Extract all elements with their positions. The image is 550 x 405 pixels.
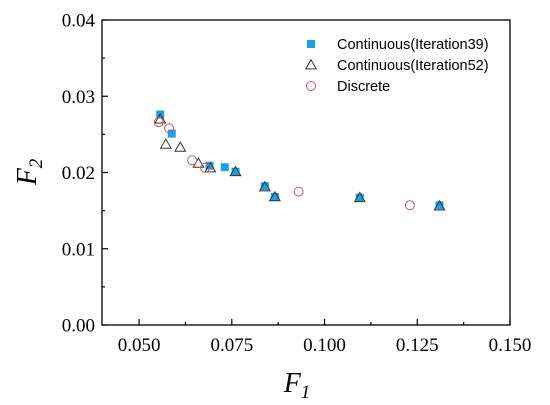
data-point — [231, 167, 240, 176]
data-point — [355, 193, 364, 202]
x-tick-label: 0.075 — [210, 335, 253, 356]
data-point — [270, 192, 279, 201]
data-point — [435, 201, 444, 210]
legend-marker — [307, 40, 315, 48]
tick-labels: 0.050 0.075 0.100 0.125 0.150 0.00 0.01 0.02 0.0… — [62, 11, 532, 357]
y-tick-label: 0.04 — [62, 11, 96, 32]
series-3 — [153, 117, 415, 211]
data-point — [174, 141, 187, 152]
x-tick-label: 0.125 — [396, 335, 439, 356]
data-point — [153, 117, 164, 128]
x-tick-label: 0.100 — [303, 335, 346, 356]
data-point — [220, 163, 229, 172]
data-point — [229, 165, 242, 177]
data-point — [154, 112, 167, 124]
data-points — [153, 110, 446, 211]
data-point — [258, 180, 271, 192]
legend-item: Continuous(Iteration52) — [304, 58, 489, 74]
data-point — [204, 161, 217, 173]
data-point — [187, 155, 198, 166]
axis-ticks — [102, 19, 511, 326]
data-point — [192, 157, 205, 168]
data-point — [353, 191, 366, 203]
legend-marker — [306, 81, 316, 91]
x-axis-label: F1 — [283, 368, 311, 403]
y-axis-label: F2 — [12, 158, 47, 186]
data-point — [268, 190, 281, 202]
data-point — [159, 138, 172, 149]
legend: Continuous(Iteration39) Continuous(Iterat… — [304, 37, 489, 95]
legend-label: Continuous(Iteration52) — [337, 58, 489, 74]
y-tick-label: 0.03 — [62, 87, 95, 108]
y-axis-label-group: F2 — [12, 158, 47, 186]
data-point — [164, 123, 175, 134]
data-point — [433, 199, 446, 211]
data-point — [167, 129, 176, 138]
data-point — [293, 186, 304, 197]
legend-item: Discrete — [306, 79, 390, 95]
y-tick-label: 0.02 — [62, 163, 95, 184]
series-2 — [154, 112, 446, 211]
data-point — [260, 182, 269, 191]
data-point — [200, 162, 211, 173]
data-point — [205, 161, 214, 170]
y-tick-label: 0.00 — [62, 316, 95, 337]
legend-label: Discrete — [337, 79, 390, 95]
y-tick-label: 0.01 — [62, 239, 95, 260]
legend-marker — [304, 58, 318, 70]
legend-label: Continuous(Iteration39) — [337, 37, 489, 53]
x-tick-label: 0.050 — [118, 335, 161, 356]
legend-item: Continuous(Iteration39) — [307, 37, 489, 53]
data-point — [404, 200, 415, 211]
x-tick-label: 0.150 — [489, 335, 532, 356]
